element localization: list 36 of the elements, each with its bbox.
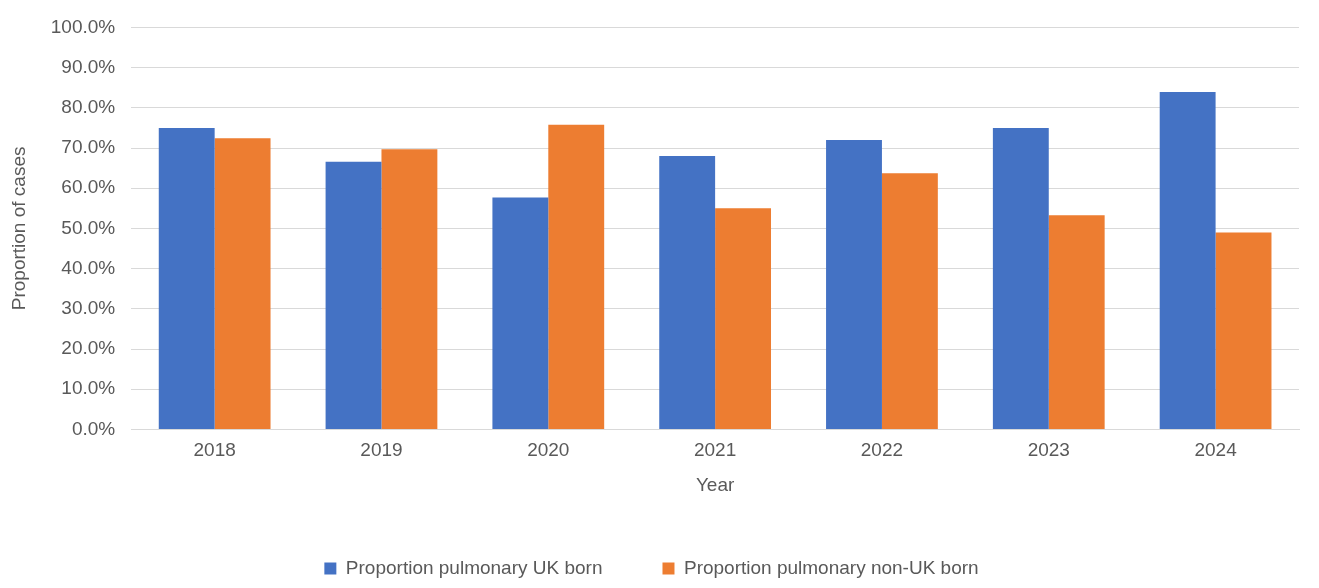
y-tick-label: 60.0% — [61, 176, 116, 198]
y-tick-label: 80.0% — [61, 96, 116, 118]
y-axis-title: Proportion of cases — [7, 146, 29, 311]
bar — [1159, 92, 1216, 429]
x-tick-label: 2018 — [193, 439, 236, 461]
bar — [826, 139, 882, 429]
x-tick-label: 2021 — [693, 439, 737, 461]
y-tick-label: 0.0% — [71, 417, 116, 439]
bar — [715, 208, 772, 429]
y-tick-label: 20.0% — [61, 337, 116, 359]
legend-label: Proportion pulmonary non-UK born — [683, 556, 979, 578]
bar — [1048, 215, 1105, 429]
bar — [659, 156, 716, 429]
bar — [492, 197, 549, 429]
y-tick-label: 30.0% — [61, 297, 116, 319]
x-tick-label: 2024 — [1194, 439, 1238, 461]
x-tick-label: 2020 — [527, 439, 570, 461]
bar — [158, 127, 215, 429]
bar — [325, 161, 382, 429]
y-tick-label: 40.0% — [61, 256, 116, 278]
bar — [548, 124, 605, 429]
y-tick-label: 10.0% — [61, 377, 116, 399]
y-tick-label: 90.0% — [61, 55, 116, 77]
legend-label: Proportion pulmonary UK born — [345, 556, 603, 578]
bar — [214, 138, 271, 429]
bar — [992, 127, 1049, 429]
x-tick-label: 2022 — [860, 439, 904, 461]
y-tick-label: 70.0% — [61, 136, 116, 158]
x-tick-label: 2023 — [1027, 439, 1070, 461]
y-tick-label: 100.0% — [50, 15, 116, 37]
x-tick-label: 2019 — [360, 439, 403, 461]
bar — [881, 173, 938, 429]
x-axis-title: Year — [695, 473, 735, 495]
y-tick-label: 50.0% — [61, 216, 116, 238]
bar — [1215, 232, 1272, 429]
bar — [381, 149, 438, 429]
